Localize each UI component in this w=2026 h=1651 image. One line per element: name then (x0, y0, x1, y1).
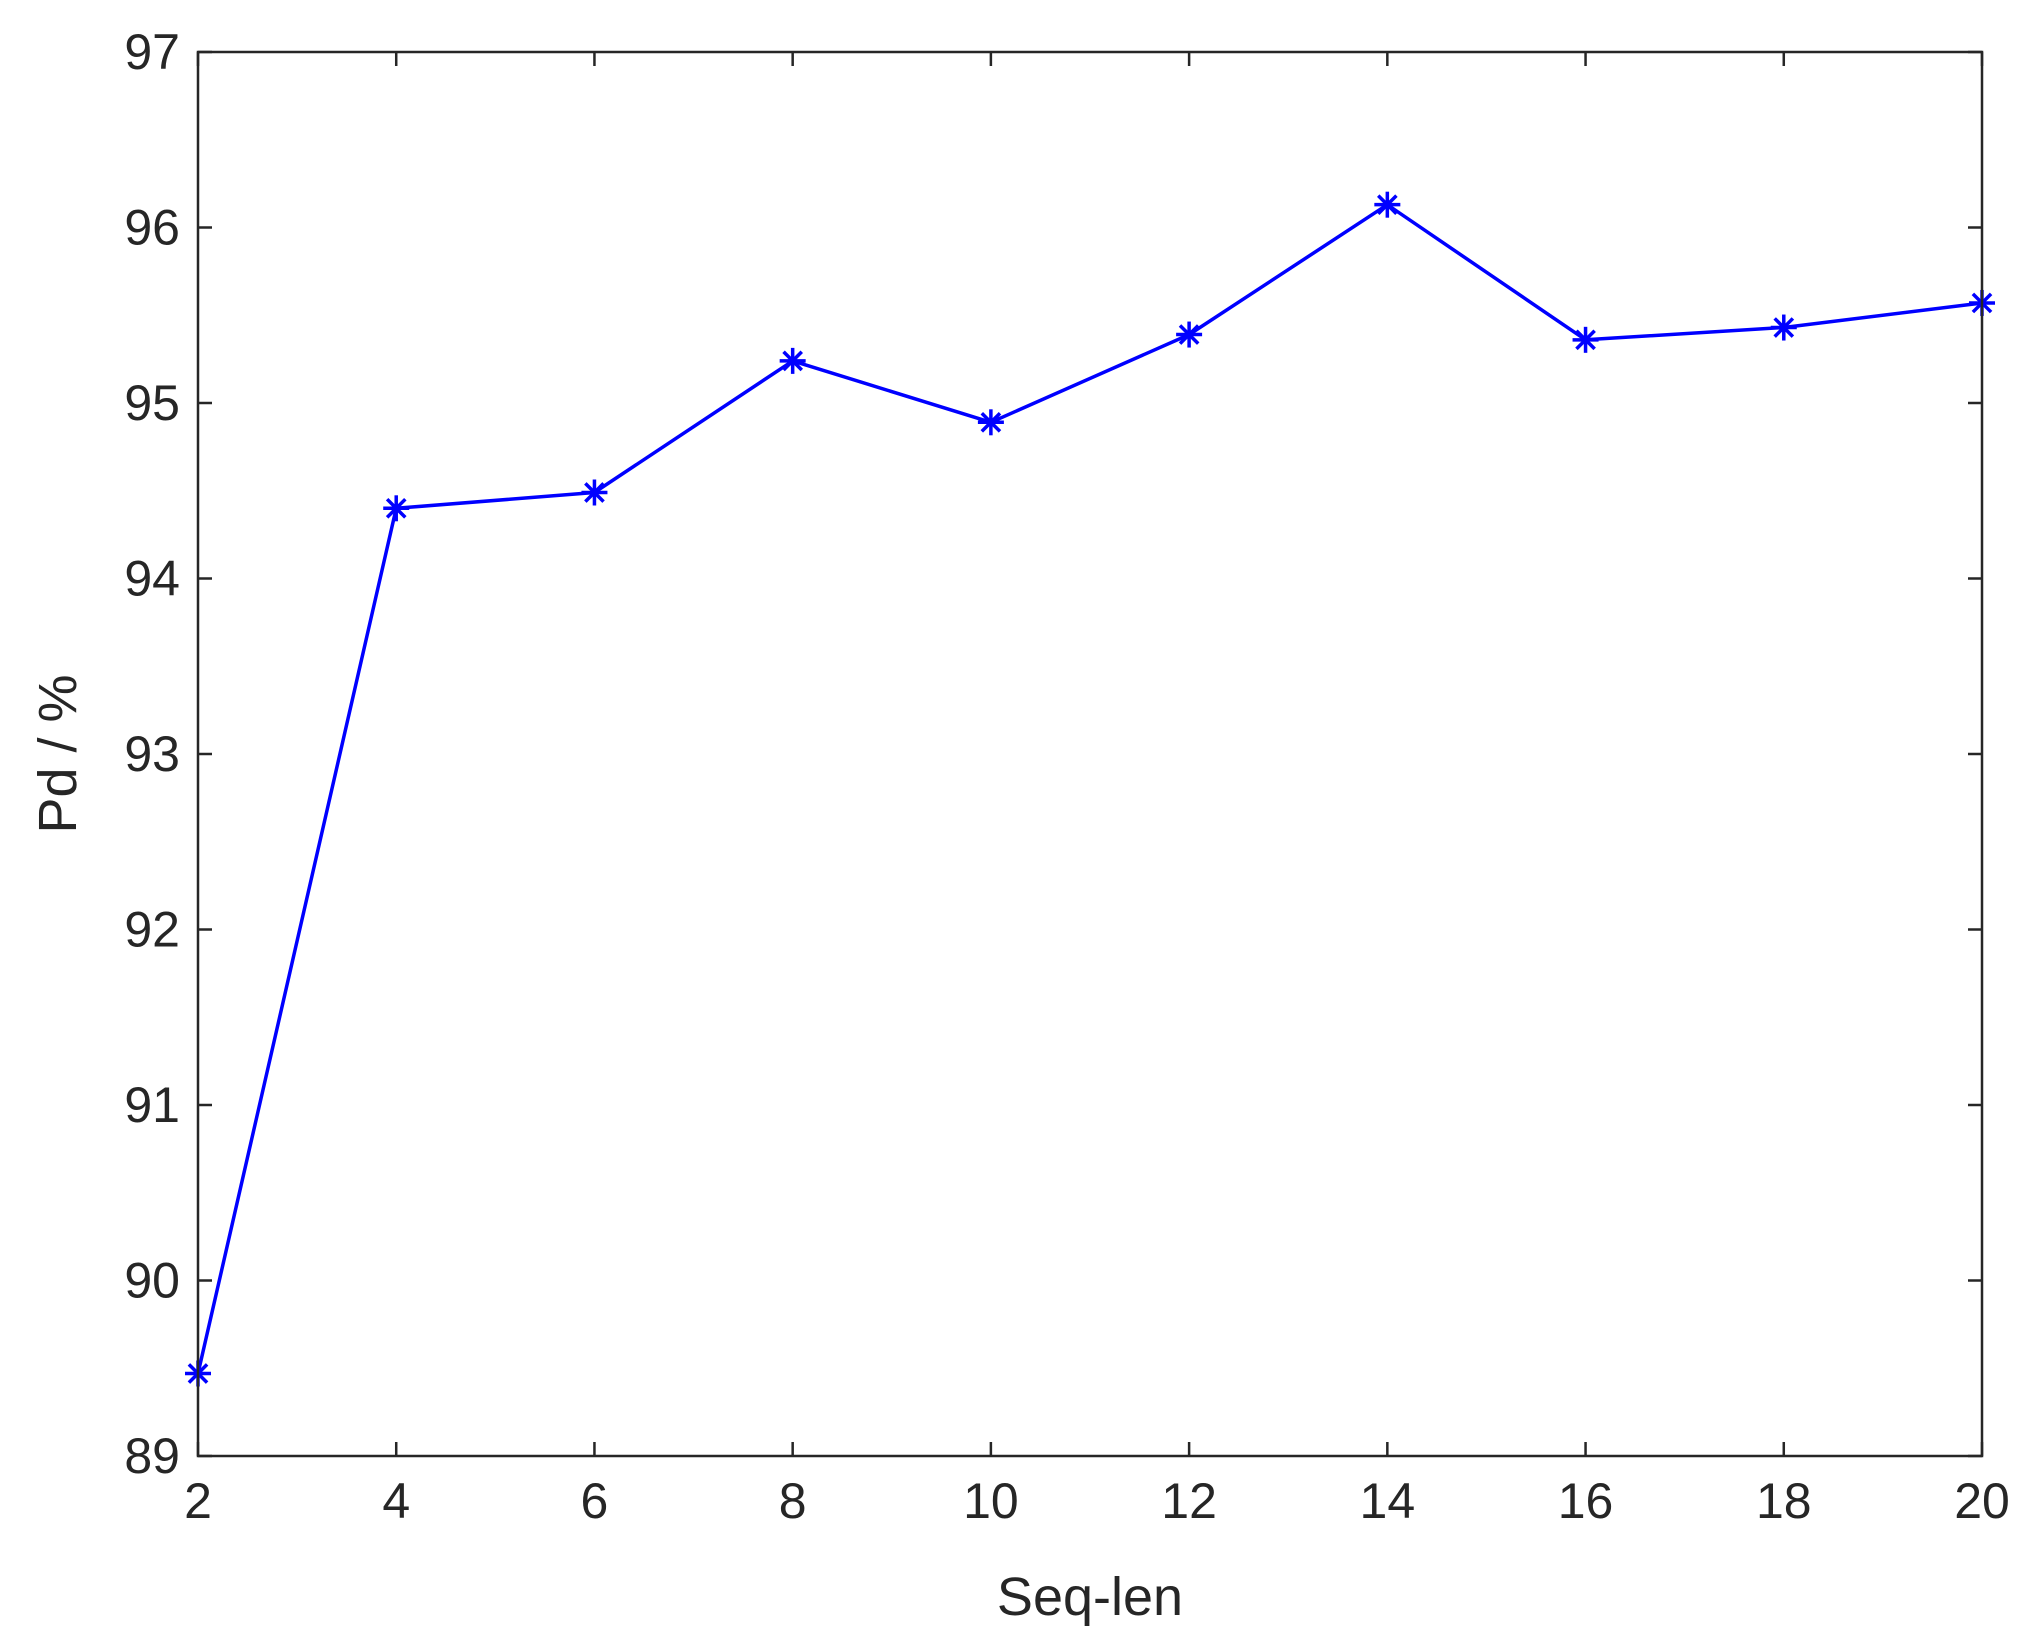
x-tick-label: 8 (779, 1473, 807, 1529)
y-tick-label: 93 (124, 726, 180, 782)
y-tick-label: 94 (124, 551, 180, 607)
data-point-marker (1176, 321, 1203, 348)
data-point-marker (581, 479, 608, 506)
data-point-marker (1572, 326, 1599, 353)
y-tick-label: 89 (124, 1428, 180, 1484)
series-line (196, 202, 1983, 1374)
data-point-marker (977, 409, 1004, 436)
y-tick-label: 90 (124, 1253, 180, 1309)
tick-marks (196, 50, 1984, 1458)
y-axis-label: Pd / % (28, 674, 88, 833)
x-tick-label: 18 (1756, 1473, 1812, 1529)
x-tick-labels: 2 4 6 8 10 12 14 16 18 20 (184, 1473, 2010, 1529)
x-tick-label: 10 (963, 1473, 1019, 1529)
data-point-marker (779, 347, 806, 374)
y-tick-label: 92 (124, 902, 180, 958)
x-tick-label: 4 (382, 1473, 410, 1529)
data-point-marker (383, 495, 410, 522)
x-tick-label: 20 (1954, 1473, 2010, 1529)
x-tick-label: 14 (1360, 1473, 1416, 1529)
plot-frame (196, 50, 1984, 1458)
data-point-marker (1770, 314, 1797, 341)
x-tick-label: 2 (184, 1473, 212, 1529)
data-point-marker (1374, 191, 1401, 218)
y-tick-label: 96 (124, 200, 180, 256)
y-tick-label: 97 (124, 24, 180, 80)
x-tick-label: 12 (1161, 1473, 1217, 1529)
y-tick-label: 91 (124, 1077, 180, 1133)
y-tick-label: 95 (124, 375, 180, 431)
x-axis-label: Seq-len (997, 1567, 1183, 1627)
series-layer (185, 191, 1995, 1387)
y-tick-labels: 89 90 91 92 93 94 95 96 97 (124, 24, 180, 1484)
x-tick-label: 16 (1558, 1473, 1614, 1529)
x-tick-label: 6 (581, 1473, 609, 1529)
